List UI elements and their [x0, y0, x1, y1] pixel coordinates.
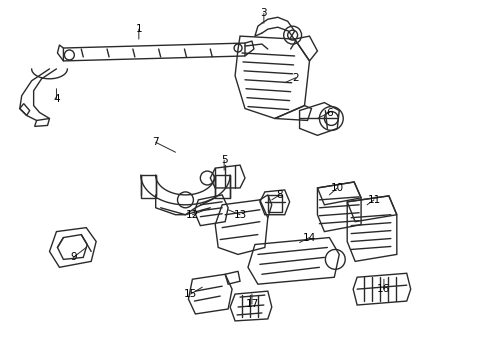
Text: 13: 13	[233, 210, 246, 220]
Text: 6: 6	[325, 108, 332, 117]
Text: 17: 17	[245, 299, 258, 309]
Text: 1: 1	[135, 24, 142, 34]
Text: 14: 14	[302, 233, 315, 243]
Text: 5: 5	[221, 155, 227, 165]
Text: 15: 15	[183, 289, 197, 299]
Text: 9: 9	[70, 252, 77, 262]
Text: 16: 16	[377, 284, 390, 294]
Text: 3: 3	[260, 8, 266, 18]
Text: 10: 10	[330, 183, 343, 193]
Text: 11: 11	[366, 195, 380, 205]
Text: 7: 7	[152, 137, 159, 147]
Text: 2: 2	[292, 73, 298, 83]
Text: 4: 4	[53, 94, 60, 104]
Text: 12: 12	[185, 210, 199, 220]
Text: 8: 8	[276, 190, 283, 200]
